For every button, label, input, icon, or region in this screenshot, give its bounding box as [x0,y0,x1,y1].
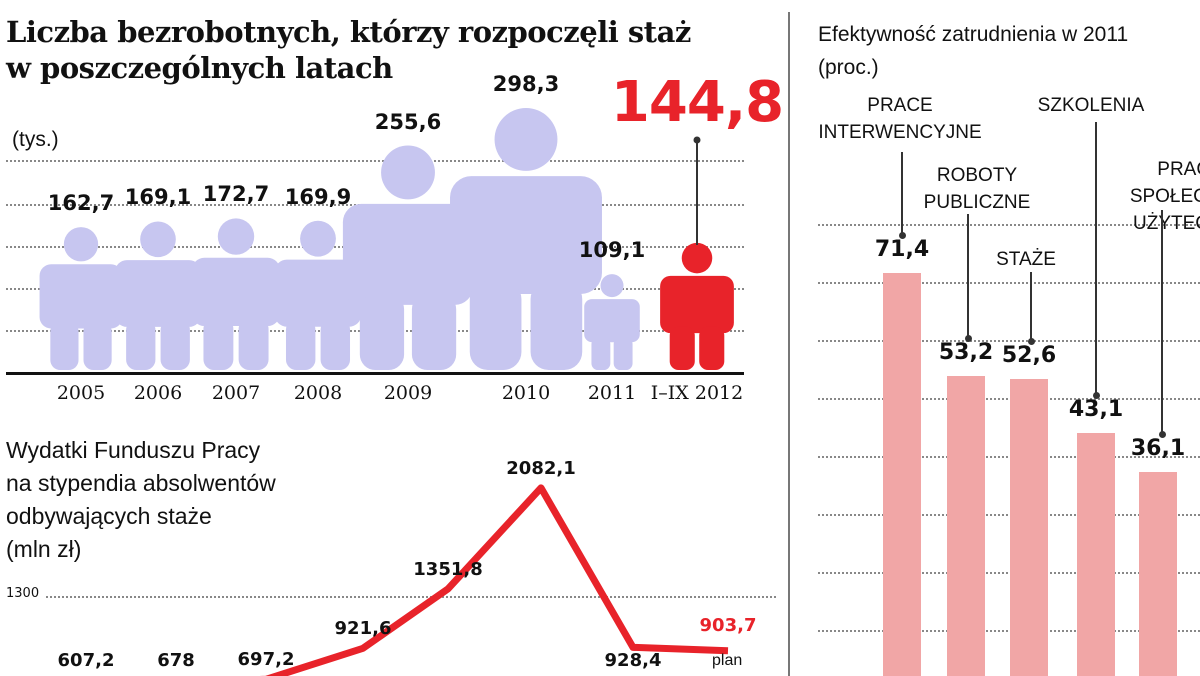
efficiency-category-line: PRACE [1157,159,1200,180]
efficiency-category-label: PRACE INTERWENCYJNE [818,92,981,146]
spending-title-unit: (mln zł) [6,536,82,562]
person-figure-2006 [114,221,202,370]
efficiency-bar [947,375,985,676]
person-figure-2008 [274,220,362,370]
person-figure-2011 [584,274,640,370]
people-chart-baseline [6,372,744,375]
person-figure-2010 [450,108,602,370]
efficiency-category-line: STAŻE [996,249,1056,270]
efficiency-gridline [818,572,1200,574]
highlight-leader-dot [693,136,701,144]
year-label: 2005 [56,382,106,404]
value-label: 169,1 [124,185,192,210]
efficiency-category-line: PUBLICZNE [923,192,1031,213]
efficiency-category-line: SPOŁECZNIE [1129,186,1200,207]
efficiency-gridline [818,398,1200,400]
efficiency-bar [1077,432,1115,676]
efficiency-gridline [818,282,1200,284]
efficiency-leader-line [1030,272,1032,342]
spending-value-label: 697,2 [237,649,295,671]
efficiency-value-label: 71,4 [874,237,930,262]
person-figure-2005 [39,227,123,370]
person-figure-2007 [192,218,280,370]
efficiency-gridline [818,224,1200,226]
efficiency-category-line: UŻYTECZNE [1133,213,1200,234]
efficiency-leader-line [1161,210,1163,435]
efficiency-value-label: 36,1 [1130,436,1186,462]
spending-y-tick: 1300 [6,586,40,601]
efficiency-bar [1139,472,1177,676]
efficiency-leader-dot [1027,338,1035,346]
value-label: 298,3 [492,72,560,96]
efficiency-value-label: 53,2 [938,339,994,365]
people-chart-unit: (tys.) [12,128,59,151]
efficiency-gridline [818,456,1200,458]
year-label: 2007 [211,382,261,404]
person-figure-2009 [342,145,474,370]
efficiency-leader-line [967,214,969,338]
efficiency-leader-line [1095,122,1097,395]
spending-value-label: 678 [157,650,195,671]
efficiency-category-line: INTERWENCYJNE [818,122,982,143]
person-figure-I–IX 2012 [660,242,734,370]
spending-gridline [46,596,776,598]
efficiency-category-label: ROBOTY PUBLICZNE [924,162,1031,216]
year-label: I–IX 2012 [650,382,744,404]
efficiency-category-line: SZKOLENIA [1037,95,1145,116]
spending-title-line-1: Wydatki Funduszu Pracy [6,437,261,463]
value-label: 169,9 [284,184,352,209]
efficiency-title-unit: (proc.) [818,56,879,79]
efficiency-leader-dot [898,232,906,239]
efficiency-bar [883,273,921,676]
efficiency-category-label: STAŻE [996,246,1056,273]
efficiency-title-line-1: Efektywność zatrudnienia w 2011 [818,23,1129,46]
year-label: 2009 [383,382,433,404]
efficiency-category-label: PRACE SPOŁECZNIE UŻYTECZNE [1130,156,1200,237]
efficiency-gridline [818,514,1200,516]
efficiency-leader-dot [1158,431,1166,439]
efficiency-bar [1010,379,1048,676]
efficiency-gridline [818,630,1200,632]
spending-line-chart [259,484,729,676]
value-label: 162,7 [47,191,115,216]
spending-value-label: 928,4 [604,650,662,671]
spending-value-label: 1351,8 [413,558,483,580]
efficiency-value-label: 43,1 [1068,396,1124,422]
panel-separator [788,12,790,676]
value-label: 172,7 [202,182,270,207]
spending-title-line-2: na stypendia absolwentów [6,470,276,496]
year-label: 2006 [133,382,183,404]
efficiency-category-label: SZKOLENIA [1038,92,1145,119]
efficiency-category-line: PRACE [867,95,933,116]
spending-title-line-3: odbywających staże [6,503,212,529]
plan-label: plan [712,652,743,669]
spending-value-label: 903,7 [699,614,757,636]
people-chart-title: Liczba bezrobotnych, którzy rozpoczęli s… [6,14,706,86]
efficiency-value-label: 52,6 [1001,343,1057,369]
efficiency-gridline [818,340,1200,342]
efficiency-chart-title: Efektywność zatrudnienia w 2011 (proc.) [818,18,1128,84]
year-label: 2011 [587,382,637,404]
people-chart-figures [39,108,734,370]
efficiency-leader-dot [1092,391,1100,399]
spending-value-label: 2082,1 [506,457,576,479]
value-label: 255,6 [374,109,442,134]
people-gridline [6,160,744,162]
spending-chart-title: Wydatki Funduszu Pracy na stypendia abso… [6,434,276,566]
highlight-value-label: 144,8 [610,70,784,135]
efficiency-category-line: ROBOTY [936,165,1018,186]
spending-line [259,484,729,676]
people-chart-title-line: Liczba bezrobotnych, którzy rozpoczęli s… [6,15,691,85]
spending-value-label: 921,6 [334,618,392,640]
efficiency-leader-line [901,152,903,235]
value-label: 109,1 [578,238,646,263]
spending-value-label: 607,2 [57,650,115,671]
efficiency-leader-dot [964,334,972,342]
year-label: 2008 [293,382,343,404]
year-label: 2010 [501,382,551,404]
